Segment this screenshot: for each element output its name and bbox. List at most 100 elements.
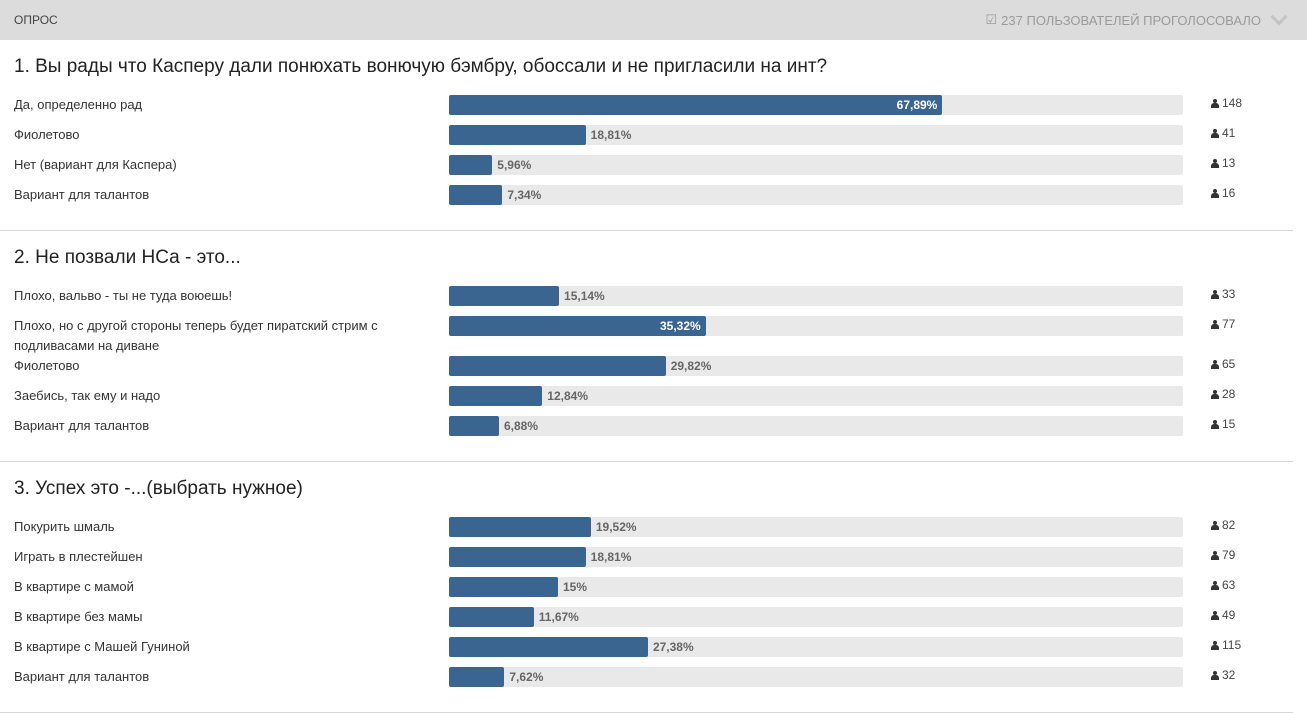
user-icon [1211,319,1219,329]
chevron-down-icon[interactable] [1270,8,1288,26]
percent-label: 7,62% [509,670,544,684]
vote-count: 41 [1211,125,1235,141]
option-label: Заебись, так ему и надо [14,388,161,403]
checkbox-icon: ☑ [985,12,998,27]
result-track: 11,67% [449,607,1183,627]
option-label: Фиолетово [14,127,80,142]
result-track: 29,82% [449,356,1183,376]
result-track: 19,52% [449,517,1183,537]
vote-count: 15 [1211,416,1235,432]
result-bar [449,125,586,145]
question-title: 1. Вы рады что Касперу дали понюхать вон… [14,56,828,77]
vote-number: 79 [1222,548,1236,562]
user-icon [1211,359,1219,369]
poll-question: 1. Вы рады что Касперу дали понюхать вон… [0,40,1293,231]
percent-label: 18,81% [590,128,632,142]
poll-title: ОПРОС [14,13,58,27]
vote-count: 49 [1211,607,1235,623]
result-bar [449,386,543,406]
result-bar [449,286,560,306]
user-icon [1211,188,1219,198]
poll-option: Покурить шмаль 19,52% 82 [14,517,1279,537]
result-bar [449,547,586,567]
poll-question: 3. Успех это -...(выбрать нужное) Покури… [0,462,1293,713]
question-title: 3. Успех это -...(выбрать нужное) [14,478,303,499]
option-label: Нет (вариант для Каспера) [14,157,177,172]
percent-label: 11,67% [538,610,579,624]
option-label: Фиолетово [14,358,80,373]
vote-count: 82 [1211,517,1235,533]
result-bar [449,185,503,205]
result-bar [449,607,534,627]
vote-count: 148 [1211,95,1242,111]
option-label: В квартире с мамой [14,579,134,594]
option-label: Вариант для талантов [14,187,150,202]
percent-label: 12,84% [547,389,588,403]
percent-label: 27,38% [652,640,694,654]
result-bar [449,416,499,436]
poll-option: Заебись, так ему и надо 12,84% 28 [14,386,1279,406]
result-track: 12,84% [449,386,1183,406]
user-icon [1211,128,1219,138]
vote-count: 115 [1211,637,1241,653]
result-track: 35,32% [449,316,1183,336]
percent-label: 35,32% [659,319,701,333]
vote-number: 115 [1222,638,1242,652]
poll-option: В квартире с мамой 15% 63 [14,577,1279,597]
option-label: Плохо, но с другой стороны теперь будет … [14,318,378,353]
result-bar [449,577,558,597]
poll-header[interactable]: ОПРОС ☑ 237 ПОЛЬЗОВАТЕЛЕЙ ПРОГОЛОСОВАЛО [0,0,1307,40]
vote-number: 33 [1222,287,1236,301]
percent-label: 15% [562,580,588,594]
user-icon [1211,670,1219,680]
vote-number: 148 [1222,96,1243,110]
poll-option: В квартире без мамы 11,67% 49 [14,607,1279,627]
percent-label: 18,81% [590,550,632,564]
user-icon [1211,550,1219,560]
vote-count: 77 [1211,316,1235,332]
vote-count: 65 [1211,356,1235,372]
option-label: В квартире без мамы [14,609,143,624]
vote-number: 77 [1222,317,1236,331]
poll-option: Играть в плестейшен 18,81% 79 [14,547,1279,567]
poll-option: Да, определенно рад 67,89% 148 [14,95,1279,115]
user-icon [1211,520,1219,530]
percent-label: 7,34% [507,188,542,202]
result-bar [449,316,706,336]
user-icon [1211,419,1219,429]
poll-option: Вариант для талантов 6,88% 15 [14,416,1279,436]
vote-number: 13 [1222,156,1236,170]
voted-count: ☑ 237 ПОЛЬЗОВАТЕЛЕЙ ПРОГОЛОСОВАЛО [985,8,1291,28]
percent-label: 15,14% [564,289,605,303]
result-track: 7,34% [449,185,1183,205]
result-bar [449,667,505,687]
poll-questions: 1. Вы рады что Касперу дали понюхать вон… [0,40,1307,713]
option-label: Покурить шмаль [14,519,115,534]
result-bar [449,517,591,537]
vote-count: 33 [1211,286,1235,302]
vote-number: 28 [1222,387,1236,401]
poll-option: Нет (вариант для Каспера) 5,96% 13 [14,155,1279,175]
vote-number: 16 [1222,186,1236,200]
option-label: Плохо, вальво - ты не туда воюешь! [14,288,233,303]
vote-number: 63 [1222,578,1236,592]
result-track: 15% [449,577,1183,597]
poll-option: Фиолетово 29,82% 65 [14,356,1279,376]
percent-label: 19,52% [595,520,637,534]
option-label: Играть в плестейшен [14,549,143,564]
user-icon [1211,389,1219,399]
vote-count: 63 [1211,577,1235,593]
option-label: В квартире с Машей Гуниной [14,639,190,654]
poll-question: 2. Не позвали НСа - это... Плохо, вальво… [0,231,1293,462]
vote-count: 79 [1211,547,1235,563]
option-label: Вариант для талантов [14,418,150,433]
vote-count: 32 [1211,667,1235,683]
vote-number: 65 [1222,357,1236,371]
result-bar [449,637,648,657]
option-label: Вариант для талантов [14,669,150,684]
result-track: 15,14% [449,286,1183,306]
poll-option: В квартире с Машей Гуниной 27,38% 115 [14,637,1279,657]
result-track: 6,88% [449,416,1183,436]
poll-option: Вариант для талантов 7,62% 32 [14,667,1279,687]
vote-number: 49 [1222,608,1236,622]
